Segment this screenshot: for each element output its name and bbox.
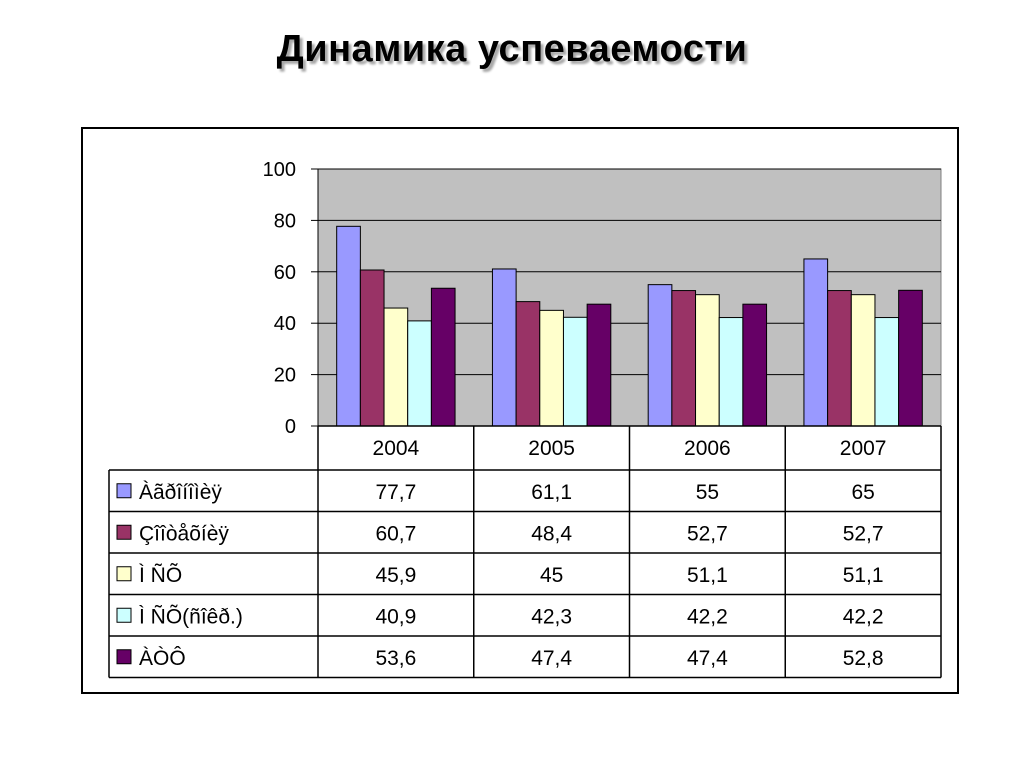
y-axis: 0 20 40 60 80 100 (263, 159, 319, 438)
data-label: 55 (696, 481, 719, 504)
series-name: Ì ÑÕ (139, 563, 182, 587)
bar (515, 301, 541, 427)
data-label: 60,7 (375, 522, 416, 545)
data-label: 47,4 (687, 647, 728, 670)
series-name: ÀÒÔ (139, 647, 186, 670)
data-label: 47,4 (531, 647, 572, 670)
bar (850, 294, 876, 427)
y-tick-label: 80 (274, 210, 296, 232)
legend-key (116, 649, 132, 665)
bar (647, 284, 673, 427)
data-label: 42,2 (687, 605, 728, 628)
bar (539, 309, 564, 427)
series-name: Çîîòåõíèÿ (139, 522, 229, 545)
y-tick-label: 60 (274, 262, 296, 284)
category-label: 2006 (684, 437, 731, 460)
bars (336, 225, 923, 427)
category-label: 2005 (528, 437, 575, 460)
legend-key (116, 524, 132, 540)
y-tick-label: 20 (274, 365, 296, 387)
data-label: 77,7 (375, 481, 416, 504)
legend-key (116, 483, 132, 499)
data-label: 61,1 (531, 481, 572, 504)
data-label: 42,3 (531, 605, 572, 628)
bar (671, 290, 697, 427)
data-label: 51,1 (687, 564, 728, 587)
bar (491, 268, 517, 427)
bar-chart: 0 20 40 60 80 100 2004 2005 2006 2007 Àãðîíîìèÿ 77… (108, 159, 942, 679)
bar (430, 287, 456, 427)
series-name: Àãðîíîìèÿ (139, 481, 222, 504)
page-title: Динамика успеваемости (276, 28, 748, 70)
data-label: 45 (540, 564, 563, 587)
category-label: 2007 (840, 437, 887, 460)
data-label: 40,9 (375, 605, 416, 628)
data-label: 48,4 (531, 522, 572, 545)
bar (562, 316, 588, 427)
bar (827, 290, 852, 427)
bar (407, 320, 432, 427)
y-tick-label: 0 (285, 416, 296, 438)
bar (874, 317, 900, 427)
bar (336, 225, 361, 427)
data-label: 45,9 (375, 564, 416, 587)
legend-key (116, 607, 132, 623)
legend-key (116, 566, 132, 582)
bar (359, 269, 385, 427)
y-tick-label: 40 (274, 313, 296, 335)
data-table: 2004 2005 2006 2007 Àãðîíîìèÿ 77,7 61,1 55 65 Çîî… (108, 425, 942, 679)
category-label: 2004 (373, 437, 420, 460)
bar (586, 303, 612, 427)
data-label: 52,7 (843, 522, 884, 545)
bar (803, 258, 829, 427)
bar (718, 317, 744, 427)
y-tick-label: 100 (263, 159, 296, 181)
data-label: 53,6 (375, 647, 416, 670)
bar (695, 294, 720, 427)
bar (742, 303, 768, 427)
data-label: 51,1 (843, 564, 884, 587)
series-name: Ì ÑÕ(ñîêð.) (139, 604, 243, 628)
data-label: 52,8 (843, 647, 884, 670)
data-label: 65 (851, 481, 874, 504)
bar (383, 307, 409, 427)
data-label: 42,2 (843, 605, 884, 628)
chart-frame: 0 20 40 60 80 100 2004 2005 2006 2007 Àãðîíîìèÿ 77… (81, 127, 959, 694)
data-label: 52,7 (687, 522, 728, 545)
bar (898, 289, 923, 427)
